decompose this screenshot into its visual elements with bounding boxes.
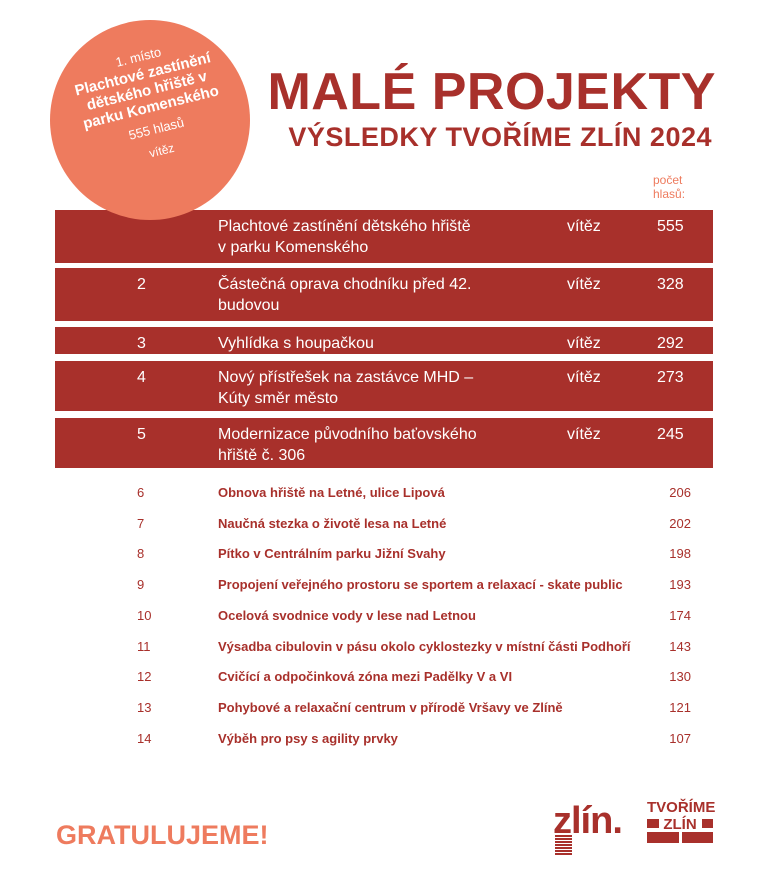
rank: 6 [137, 485, 145, 500]
project-name: Obnova hřiště na Letné, ulice Lipová [218, 485, 445, 500]
rank: 14 [137, 730, 152, 746]
votes: 273 [657, 369, 684, 386]
rank: 7 [137, 515, 145, 531]
votes: 130 [669, 669, 691, 685]
result-row: 7 Naučná stezka o životě lesa na Letné 2… [55, 516, 713, 536]
status: vítěz [567, 426, 601, 443]
rank: 12 [137, 669, 152, 685]
votes: 121 [669, 699, 691, 715]
logo-brick [647, 832, 679, 843]
votes: 206 [669, 485, 691, 500]
status: vítěz [567, 369, 601, 386]
project-name: Částečná oprava chodníku před 42. budovo… [218, 276, 472, 314]
status: vítěz [567, 276, 601, 293]
page-subtitle: VÝSLEDKY TVOŘÍME ZLÍN 2024 [288, 122, 712, 152]
status: vítěz [567, 335, 601, 352]
winner-row: 2 Částečná oprava chodníku před 42. budo… [55, 268, 713, 321]
rank: 2 [137, 276, 146, 293]
project-name: Ocelová svodnice vody v lese nad Letnou [218, 607, 476, 623]
winner-row: 3 Vyhlídka s houpačkou vítěz 292 [55, 327, 713, 354]
votes: 202 [669, 515, 691, 531]
result-row: 14 Výběh pro psy s agility prvky 107 [55, 731, 713, 751]
result-row: 9 Propojení veřejného prostoru se sporte… [55, 577, 713, 597]
zlin-logo-stripes [555, 835, 572, 855]
votes-column-header: počet hlasů: [653, 173, 686, 201]
votes: 292 [657, 335, 684, 352]
votes: 143 [669, 638, 691, 654]
project-name: Naučná stezka o životě lesa na Letné [218, 515, 447, 531]
project-name: Pítko v Centrálním parku Jižní Svahy [218, 546, 446, 562]
congratulations-text: GRATULUJEME! [56, 820, 269, 850]
project-name: Propojení veřejného prostoru se sportem … [218, 577, 623, 593]
project-name: Modernizace původního baťovského hřiště … [218, 426, 477, 464]
logo-line-1: TVOŘÍME [647, 799, 716, 816]
rank: 10 [137, 607, 152, 623]
rank: 11 [137, 638, 151, 654]
votes: 245 [657, 426, 684, 443]
project-name: Vyhlídka s houpačkou [218, 335, 374, 352]
logo-line-2: ZLÍN [663, 816, 697, 833]
rank: 5 [137, 426, 146, 443]
rank: 3 [137, 335, 146, 352]
logo-brick [702, 819, 713, 828]
votes: 174 [669, 607, 691, 623]
votes: 555 [657, 218, 684, 235]
winner-row: Plachtové zastínění dětského hřiště v pa… [55, 210, 713, 263]
votes: 198 [669, 546, 691, 562]
logo-brick [682, 832, 713, 843]
status: vítěz [567, 218, 601, 235]
page-title: MALÉ PROJEKTY [267, 63, 716, 121]
rank: 4 [137, 369, 146, 386]
project-name: Cvičící a odpočinková zóna mezi Padělky … [218, 669, 513, 685]
rank: 13 [137, 699, 152, 715]
votes: 193 [669, 577, 691, 593]
project-name: Pohybové a relaxační centrum v přírodě V… [218, 699, 563, 715]
votes: 328 [657, 276, 684, 293]
rank: 9 [137, 577, 145, 593]
result-row: 8 Pítko v Centrálním parku Jižní Svahy 1… [55, 546, 713, 566]
project-name: Nový přístřešek na zastávce MHD – Kúty s… [218, 369, 474, 407]
result-row: 10 Ocelová svodnice vody v lese nad Letn… [55, 608, 713, 628]
rank: 8 [137, 546, 145, 562]
votes: 107 [669, 730, 691, 746]
result-row: 11 Výsadba cibulovin v pásu okolo cyklos… [55, 639, 713, 659]
project-name: Plachtové zastínění dětského hřiště v pa… [218, 218, 471, 256]
project-name: Výběh pro psy s agility prvky [218, 730, 398, 746]
winner-row: 5 Modernizace původního baťovského hřišt… [55, 418, 713, 468]
project-name: Výsadba cibulovin v pásu okolo cyklostez… [218, 638, 631, 654]
winner-badge: 1. místo Plachtové zastínění dětského hř… [50, 20, 250, 220]
result-row: 13 Pohybové a relaxační centrum v přírod… [55, 700, 713, 720]
winner-row: 4 Nový přístřešek na zastávce MHD – Kúty… [55, 361, 713, 411]
logo-brick [647, 819, 659, 828]
result-row: 12 Cvičící a odpočinková zóna mezi Paděl… [55, 669, 713, 689]
result-row: 6 Obnova hřiště na Letné, ulice Lipová 2… [55, 485, 713, 505]
tvorime-zlin-logo: TVOŘÍME ZLÍN [647, 799, 716, 833]
